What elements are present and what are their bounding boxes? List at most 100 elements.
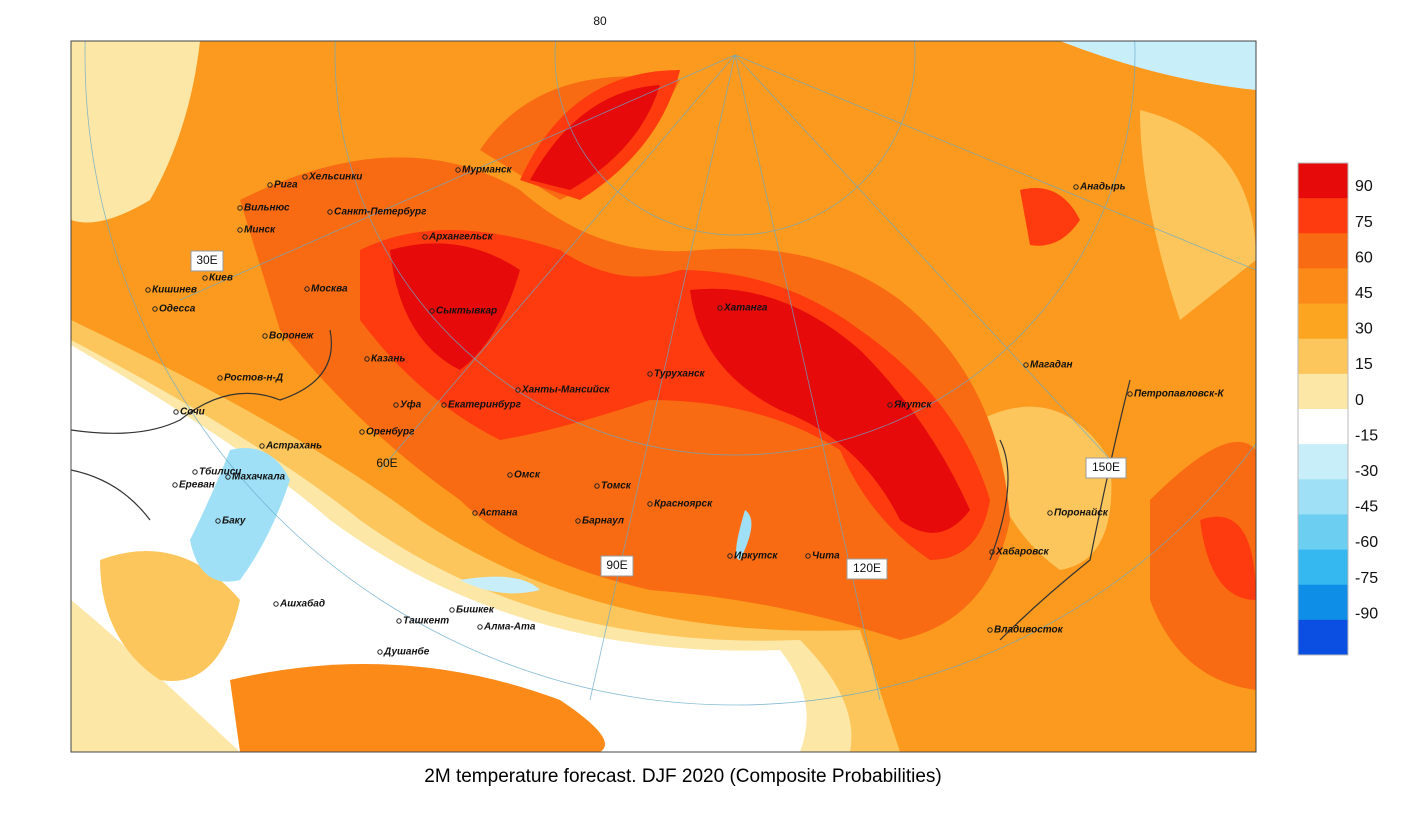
colorbar-tick-label: -30 xyxy=(1355,463,1378,480)
city-label: Хатанга xyxy=(723,303,768,314)
colorbar-segment xyxy=(1298,163,1348,199)
map-frame xyxy=(70,40,1257,753)
city-dot xyxy=(262,333,268,339)
city-label: Махачкала xyxy=(232,472,286,483)
city-label: Баку xyxy=(222,516,246,527)
colorbar-segment xyxy=(1298,514,1348,551)
colorbar-segment xyxy=(1298,198,1348,234)
meridian-label: 60E xyxy=(376,456,397,470)
city-label: Сочи xyxy=(180,407,205,418)
colorbar-segment xyxy=(1298,338,1348,375)
colorbar-frame xyxy=(1297,162,1349,656)
city-label: Тбилиси xyxy=(199,466,241,478)
colorbar-tick-label: -75 xyxy=(1355,570,1378,587)
colorbar-segment xyxy=(1298,584,1348,621)
city-label: Чита xyxy=(812,551,840,562)
city-label: Алма-Ата xyxy=(483,622,536,633)
city-dot xyxy=(267,182,273,188)
colorbar-segment xyxy=(1298,619,1348,656)
colorbar-tick-label: 30 xyxy=(1355,321,1373,338)
city-label: Уфа xyxy=(400,399,422,411)
city-label: Ростов-н-Д xyxy=(224,373,283,384)
city-dot xyxy=(989,549,995,555)
city-dot xyxy=(507,472,513,478)
city-label: Ташкент xyxy=(403,616,449,627)
colorbar-tick-label: 75 xyxy=(1355,214,1373,231)
city-dot xyxy=(422,234,428,240)
colorbar-segment xyxy=(1298,409,1348,445)
city-dot xyxy=(202,275,208,281)
city-dot xyxy=(727,553,733,559)
city-dot xyxy=(217,375,223,381)
city-label: Рига xyxy=(274,180,298,191)
city-dot xyxy=(377,649,383,655)
city-label: Екатеринбург xyxy=(448,399,522,411)
city-label: Бишкек xyxy=(456,605,495,616)
city-dot xyxy=(515,387,521,393)
city-dot xyxy=(647,501,653,507)
city-label: Астрахань xyxy=(265,441,322,452)
colorbar-segment xyxy=(1298,303,1348,340)
city-dot xyxy=(152,306,158,312)
city-dot xyxy=(887,402,893,408)
city-dot xyxy=(327,209,333,215)
city-dot xyxy=(259,443,265,449)
city-dot xyxy=(273,601,279,607)
colorbar-tick-label: -90 xyxy=(1355,605,1378,622)
city-dot xyxy=(172,482,178,488)
city-dot xyxy=(455,167,461,173)
colorbar-tick-label: -15 xyxy=(1355,427,1378,444)
city-label: Воронеж xyxy=(269,331,314,342)
city-label: Хельсинки xyxy=(308,172,362,183)
colorbar-tick-label: 90 xyxy=(1355,178,1373,195)
colorbar-tick-label: 60 xyxy=(1355,249,1373,266)
meridian-box xyxy=(846,558,888,580)
city-label: Туруханск xyxy=(654,369,706,380)
city-label: Ханты-Мансийск xyxy=(521,385,610,396)
colorbar-segment xyxy=(1298,549,1348,586)
city-dot xyxy=(987,627,993,633)
city-label: Анадырь xyxy=(1079,182,1126,193)
city-dot xyxy=(1023,362,1029,368)
city-label: Душанбе xyxy=(383,646,430,658)
city-label: Красноярск xyxy=(654,499,713,510)
city-dot xyxy=(304,286,310,292)
colorbar-segment xyxy=(1298,373,1348,410)
city-dot xyxy=(145,287,151,293)
city-label: Одесса xyxy=(159,304,196,315)
city-dot xyxy=(1047,510,1053,516)
city-dot xyxy=(173,409,179,415)
meridian-label: 90E xyxy=(606,558,627,572)
city-dot xyxy=(472,510,478,516)
colorbar-tick-label: -45 xyxy=(1355,499,1378,516)
colorbar-tick-label: 15 xyxy=(1355,356,1373,373)
city-dot xyxy=(575,518,581,524)
meridian-box xyxy=(190,250,224,272)
city-label: Ереван xyxy=(179,480,215,491)
colorbar-tick-label: 0 xyxy=(1355,392,1364,409)
city-label: Москва xyxy=(311,284,348,295)
city-dot xyxy=(647,371,653,377)
city-dot xyxy=(1073,184,1079,190)
city-label: Владивосток xyxy=(994,625,1064,636)
city-label: Сыктывкар xyxy=(436,306,497,317)
city-label: Ашхабад xyxy=(279,598,325,610)
top-label: 80 xyxy=(593,14,607,28)
city-dot xyxy=(192,469,198,475)
colorbar-segment xyxy=(1298,444,1348,480)
city-dot xyxy=(215,518,221,524)
city-dot xyxy=(449,607,455,613)
city-dot xyxy=(225,474,231,480)
city-label: Хабаровск xyxy=(995,546,1050,558)
city-dot xyxy=(594,483,600,489)
figure-title: 2M temperature forecast. DJF 2020 (Compo… xyxy=(424,766,941,787)
city-dot xyxy=(477,624,483,630)
city-dot xyxy=(359,429,365,435)
meridian-box xyxy=(1085,457,1127,479)
colorbar-segment xyxy=(1298,233,1348,269)
city-label: Казань xyxy=(371,354,405,365)
meridian-label: 150E xyxy=(1092,460,1120,474)
city-label: Барнаул xyxy=(582,516,625,527)
colorbar-segment xyxy=(1298,268,1348,305)
